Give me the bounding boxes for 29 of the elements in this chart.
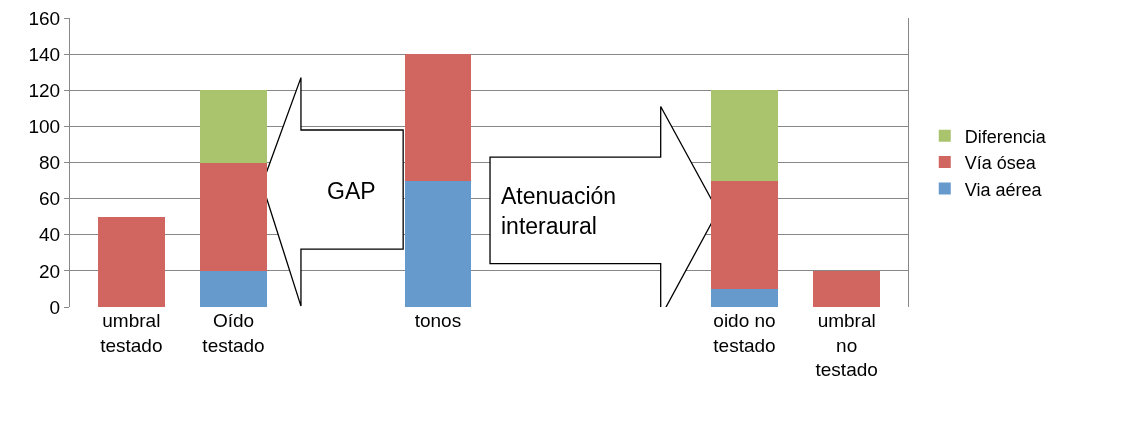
y-tick-label: 100: [28, 116, 61, 138]
y-tick-label: 40: [39, 224, 61, 246]
annotation: GAP: [327, 178, 376, 204]
bar: [813, 270, 880, 307]
y-tick-label: 80: [39, 152, 61, 174]
legend-label: Via aérea: [964, 179, 1043, 200]
x-tick-label: Oído testado: [202, 310, 265, 356]
bar: [404, 180, 472, 307]
legend-label: Vía ósea: [964, 153, 1037, 174]
bar: [200, 90, 267, 163]
bar: [711, 288, 778, 307]
bar: [200, 162, 267, 271]
x-tick-label: umbral testado: [100, 310, 163, 356]
y-tick-label: 160: [28, 7, 61, 29]
annotation: Atenuación interaural: [501, 183, 617, 239]
bar: [711, 90, 778, 181]
x-tick-label: umbral no testado: [815, 310, 878, 381]
x-tick-label: tonos: [414, 310, 462, 331]
bar: [404, 54, 472, 181]
bar: [98, 216, 165, 307]
y-tick-label: 120: [28, 79, 61, 101]
y-tick-label: 60: [39, 188, 61, 210]
legend-label: Diferencia: [964, 126, 1047, 147]
bar: [711, 180, 778, 289]
y-tick-label: 140: [28, 43, 61, 65]
x-tick-label: oido no testado: [713, 310, 776, 356]
y-tick-label: 20: [39, 260, 61, 282]
y-tick-label: 0: [49, 296, 61, 318]
bar: [200, 270, 267, 307]
